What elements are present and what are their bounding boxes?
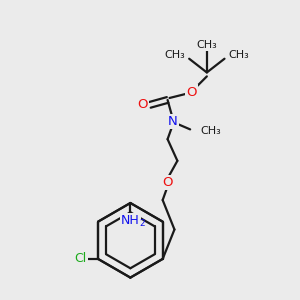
Text: 2: 2 bbox=[139, 219, 145, 228]
Text: CH₃: CH₃ bbox=[228, 50, 249, 60]
Text: CH₃: CH₃ bbox=[196, 40, 217, 50]
Text: CH₃: CH₃ bbox=[200, 126, 221, 136]
Text: Cl: Cl bbox=[74, 252, 86, 266]
Text: NH: NH bbox=[121, 214, 140, 227]
Text: O: O bbox=[162, 176, 173, 189]
Text: CH₃: CH₃ bbox=[164, 50, 185, 60]
Text: N: N bbox=[168, 115, 177, 128]
Text: O: O bbox=[137, 98, 147, 111]
Text: O: O bbox=[186, 85, 196, 99]
